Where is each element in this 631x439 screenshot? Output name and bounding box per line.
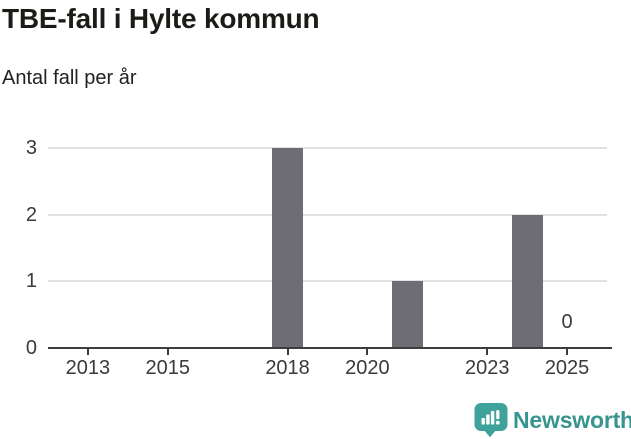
x-tick-2020 xyxy=(366,349,369,355)
y-tick-label-1: 1 xyxy=(25,270,37,293)
y-tick-label-2: 2 xyxy=(25,203,37,226)
x-tick-label-2020: 2020 xyxy=(345,357,390,379)
bar-2024 xyxy=(511,214,543,348)
bar-value-label-2025: 0 xyxy=(561,311,573,333)
x-tick-label-2013: 2013 xyxy=(65,357,111,379)
gridline-y-3 xyxy=(48,147,607,149)
bar-2021 xyxy=(391,281,423,348)
gridline-y-1 xyxy=(48,280,607,283)
x-tick-label-2018: 2018 xyxy=(265,357,310,379)
bar-2018 xyxy=(272,148,304,348)
x-tick-2025 xyxy=(566,349,569,355)
newsworthy-speech-bubble-bar-chart-icon xyxy=(474,403,508,438)
chart-subtitle: Antal fall per år xyxy=(2,67,137,89)
x-tick-label-2025: 2025 xyxy=(544,357,590,379)
x-tick-2018 xyxy=(286,349,289,355)
x-tick-label-2015: 2015 xyxy=(145,357,191,379)
y-tick-label-0: 0 xyxy=(25,337,37,359)
x-tick-2023 xyxy=(486,349,489,355)
x-tick-2013 xyxy=(86,349,89,355)
gridline-y-2 xyxy=(48,213,607,216)
chart-title: TBE-fall i Hylte kommun xyxy=(2,3,320,34)
x-tick-2015 xyxy=(166,349,169,355)
y-tick-label-3: 3 xyxy=(25,137,37,159)
x-tick-label-2023: 2023 xyxy=(464,357,510,379)
brand-name: Newsworthy xyxy=(513,406,631,433)
x-axis-line xyxy=(48,347,612,349)
brand-footer: Newsworthy xyxy=(474,402,631,438)
